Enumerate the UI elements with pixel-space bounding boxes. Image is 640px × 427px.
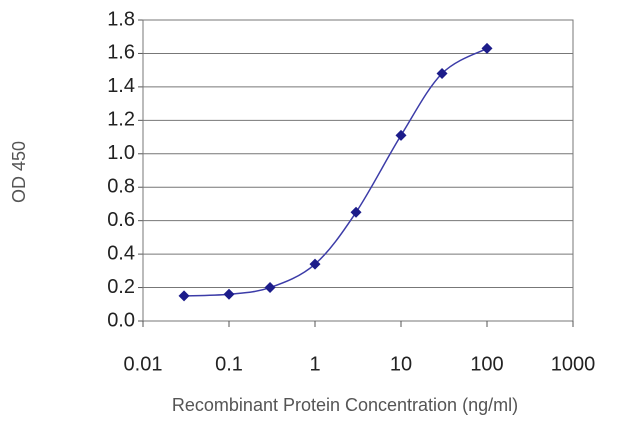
- x-axis-label: Recombinant Protein Concentration (ng/ml…: [172, 395, 518, 415]
- y-tick-label: 1.2: [107, 109, 135, 131]
- x-tick-label: 0.1: [215, 353, 243, 375]
- x-tick-label: 1000: [551, 353, 596, 375]
- x-tick-label: 100: [470, 353, 503, 375]
- y-tick-label: 1.0: [107, 142, 135, 164]
- data-point: [350, 206, 362, 218]
- fit-curve: [184, 47, 488, 297]
- data-point: [264, 282, 276, 294]
- y-tick-label: 0.4: [107, 242, 135, 264]
- y-tick-label: 0.6: [107, 209, 135, 231]
- y-tick-label: 0.8: [107, 176, 135, 198]
- data-point: [178, 290, 190, 302]
- x-tick-label: 10: [390, 353, 412, 375]
- data-point: [481, 42, 493, 54]
- data-point: [223, 288, 235, 300]
- y-tick-label: 0.2: [107, 276, 135, 298]
- y-tick-label: 1.8: [107, 8, 135, 30]
- data-point: [309, 258, 321, 270]
- data-point: [436, 68, 448, 80]
- y-tick-label: 0.0: [107, 309, 135, 331]
- data-point: [395, 129, 407, 141]
- plot-frame: [142, 19, 574, 322]
- x-tick-label: 1: [309, 353, 320, 375]
- y-tick-label: 1.6: [107, 42, 135, 64]
- y-tick-label: 1.4: [107, 75, 135, 97]
- y-axis-label: OD 450: [9, 141, 29, 203]
- x-tick-label: 0.01: [124, 353, 163, 375]
